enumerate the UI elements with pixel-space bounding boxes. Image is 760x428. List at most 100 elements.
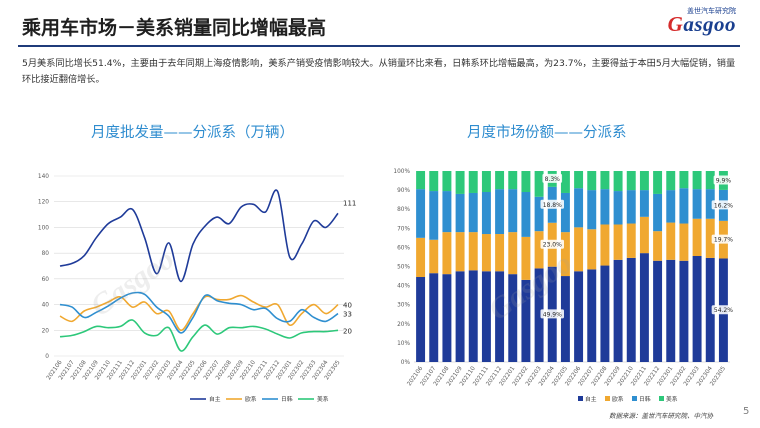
bar-segment	[587, 190, 597, 230]
data-label: 54.2%	[714, 307, 733, 314]
bar-segment	[600, 171, 610, 190]
bar-segment	[560, 276, 570, 362]
bar-segment	[639, 216, 649, 254]
legend-label: 欧系	[612, 395, 624, 403]
y-tick-label: 90%	[397, 188, 410, 194]
bar-segment	[692, 218, 702, 256]
end-value-label: 111	[343, 199, 356, 207]
y-tick-label: 20%	[397, 322, 410, 328]
bar-segment	[574, 171, 584, 189]
bar-segment	[587, 229, 597, 270]
wholesale-line-chart: 0204060801001201402021062021072021082021…	[38, 174, 356, 403]
bar-segment	[705, 257, 715, 362]
bar-segment	[613, 191, 623, 225]
data-label-box	[711, 200, 736, 210]
bar-segment	[705, 189, 715, 219]
end-value-label: 40	[343, 302, 352, 310]
bar-segment	[495, 271, 505, 362]
bar-segment	[534, 171, 544, 197]
legend-label: 美系	[317, 395, 329, 403]
bar-segment	[442, 274, 452, 362]
bar-segment	[613, 171, 623, 192]
bar-segment	[416, 237, 426, 278]
bar-segment	[468, 270, 478, 362]
bar-segment	[560, 232, 570, 277]
logo-letters: asgoo	[683, 12, 736, 36]
y-tick-label: 60%	[397, 245, 410, 251]
data-label: 18.8%	[543, 202, 562, 209]
bar-segment	[455, 271, 465, 362]
bar-segment	[679, 171, 689, 189]
bar-segment	[468, 232, 478, 271]
bar-segment	[429, 171, 439, 192]
bar-segment	[416, 171, 426, 190]
page-number: 5	[743, 406, 750, 417]
bar-segment	[481, 271, 491, 362]
bar-segment	[508, 171, 518, 190]
data-label-box	[540, 309, 564, 319]
summary-text: 5月美系同比增长51.4%，主要由于去年同期上海疫情影响，美系产销受疫情影响较大…	[22, 58, 736, 85]
bar-segment	[521, 171, 531, 193]
bar-segment	[521, 279, 531, 362]
bar-segment	[666, 222, 676, 260]
legend-label: 日韩	[639, 395, 651, 403]
y-tick-label: 40%	[397, 284, 410, 290]
legend-square-swatch	[632, 396, 637, 401]
bar-segment	[626, 223, 636, 258]
bar-segment	[560, 192, 570, 233]
bar-segment	[639, 171, 649, 191]
bar-segment	[679, 223, 689, 261]
data-label-box	[711, 305, 736, 315]
gasgoo-logo: 盖世汽车研究院 Gasgoo	[616, 6, 736, 38]
data-label: 8.3%	[545, 176, 561, 183]
bar-segment	[508, 189, 518, 233]
bar-segment	[666, 190, 676, 223]
bar-segment	[574, 188, 584, 228]
bar-segment	[705, 218, 715, 258]
bar-segment	[639, 190, 649, 217]
bar-segment	[560, 171, 570, 193]
bar-segment	[653, 193, 663, 232]
data-label: 9.9%	[716, 177, 732, 184]
bar-segment	[692, 256, 702, 362]
bar-segment	[481, 234, 491, 272]
legend-label: 欧系	[245, 395, 257, 403]
y-tick-label: 120	[38, 200, 49, 206]
bar-segment	[574, 271, 584, 362]
data-label-box	[542, 173, 563, 183]
bar-segment	[508, 274, 518, 362]
bar-segment	[416, 277, 426, 362]
y-tick-label: 20	[42, 328, 50, 334]
bar-segment	[534, 268, 544, 362]
bar-chart-title: 月度市场份额——分派系	[467, 125, 627, 141]
logo-caption: 盖世汽车研究院	[687, 7, 736, 15]
legend-square-swatch	[578, 396, 583, 401]
logo-letter-g: G	[667, 12, 684, 36]
bar-segment	[455, 171, 465, 194]
bar-segment	[468, 171, 478, 193]
bar-segment	[626, 257, 636, 362]
series-line-2	[59, 291, 339, 334]
bar-segment	[442, 191, 452, 233]
bar-segment	[468, 192, 478, 233]
bar-segment	[666, 171, 676, 191]
source-note: 数据来源：盖世汽车研究院、中汽协	[609, 412, 713, 420]
bar-segment	[455, 232, 465, 272]
end-value-label: 20	[343, 327, 352, 335]
bar-segment	[495, 171, 505, 190]
bar-segment	[508, 232, 518, 275]
bar-segment	[574, 227, 584, 272]
y-tick-label: 100	[38, 225, 49, 231]
end-value-label: 33	[343, 311, 352, 319]
y-tick-label: 80%	[397, 207, 410, 213]
data-label-box	[540, 199, 564, 209]
bar-segment	[705, 171, 715, 190]
bar-segment	[521, 236, 531, 280]
bar-segment	[534, 231, 544, 269]
legend-label: 自主	[209, 395, 221, 403]
legend-label: 自主	[585, 395, 597, 403]
bar-segment	[666, 259, 676, 362]
page-title: 乘用车市场－美系销量同比增幅最高	[22, 17, 327, 39]
data-label: 19.7%	[714, 237, 733, 244]
line-chart-title: 月度批发量——分派系（万辆）	[91, 125, 294, 141]
